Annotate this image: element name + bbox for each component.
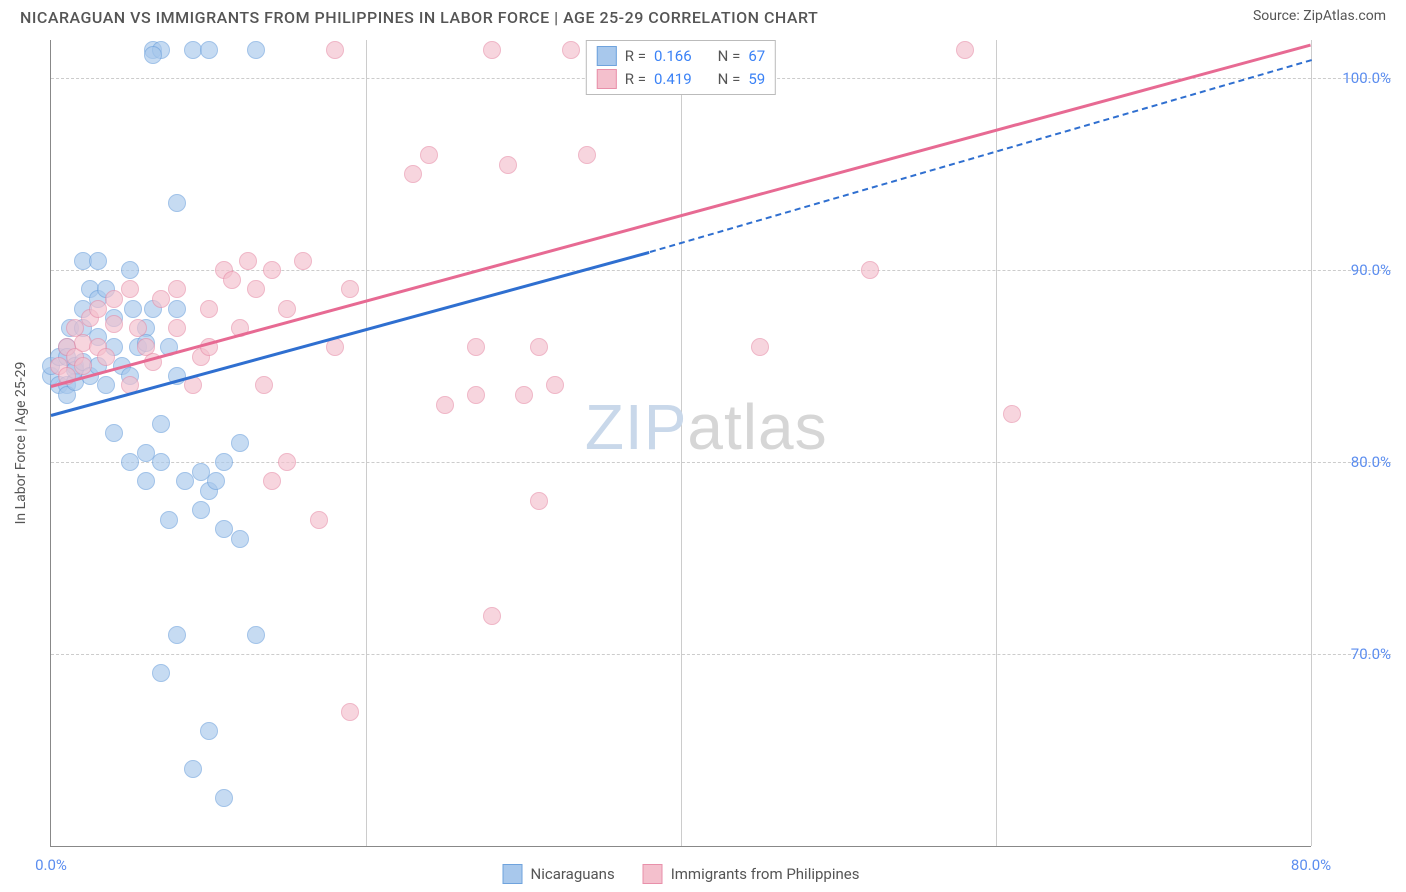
data-point bbox=[467, 386, 485, 404]
data-point bbox=[192, 501, 210, 519]
data-point bbox=[231, 434, 249, 452]
source-label: Source: ZipAtlas.com bbox=[1253, 8, 1386, 24]
data-point bbox=[168, 280, 186, 298]
data-point bbox=[278, 300, 296, 318]
data-point bbox=[310, 511, 328, 529]
data-point bbox=[530, 338, 548, 356]
data-point bbox=[562, 41, 580, 59]
data-point bbox=[861, 261, 879, 279]
data-point bbox=[97, 376, 115, 394]
data-point bbox=[341, 280, 359, 298]
data-point bbox=[200, 41, 218, 59]
y-tick-label: 90.0% bbox=[1321, 261, 1391, 279]
legend-correlation: R = 0.166 N = 67 R = 0.419 N = 59 bbox=[586, 40, 776, 95]
gridline-v bbox=[366, 40, 367, 846]
swatch-series-2 bbox=[597, 69, 617, 89]
swatch-series-1 bbox=[597, 46, 617, 66]
data-point bbox=[467, 338, 485, 356]
chart-plot-area: 70.0%80.0%90.0%100.0%0.0%80.0% ZIPatlas … bbox=[50, 40, 1311, 847]
data-point bbox=[956, 41, 974, 59]
data-point bbox=[152, 290, 170, 308]
y-tick-label: 100.0% bbox=[1321, 69, 1391, 87]
gridline-h bbox=[51, 462, 1391, 463]
legend-row-1: R = 0.166 N = 67 bbox=[597, 45, 765, 68]
data-point bbox=[184, 760, 202, 778]
legend-row-2: R = 0.419 N = 59 bbox=[597, 68, 765, 91]
gridline-h bbox=[51, 654, 1391, 655]
data-point bbox=[1003, 405, 1021, 423]
data-point bbox=[263, 472, 281, 490]
data-point bbox=[137, 444, 155, 462]
data-point bbox=[105, 315, 123, 333]
chart-header: NICARAGUAN VS IMMIGRANTS FROM PHILIPPINE… bbox=[0, 0, 1406, 31]
gridline-h bbox=[51, 270, 1391, 271]
x-tick-label: 80.0% bbox=[1291, 856, 1331, 874]
data-point bbox=[121, 261, 139, 279]
gridline-v bbox=[681, 40, 682, 846]
data-point bbox=[404, 165, 422, 183]
data-point bbox=[160, 511, 178, 529]
gridline-v bbox=[1311, 40, 1312, 846]
swatch-series-2b bbox=[643, 864, 663, 884]
data-point bbox=[168, 319, 186, 337]
data-point bbox=[278, 453, 296, 471]
data-point bbox=[129, 319, 147, 337]
data-point bbox=[168, 626, 186, 644]
legend-item-1: Nicaraguans bbox=[503, 864, 615, 884]
data-point bbox=[223, 271, 241, 289]
data-point bbox=[152, 664, 170, 682]
gridline-v bbox=[996, 40, 997, 846]
data-point bbox=[483, 607, 501, 625]
data-point bbox=[263, 261, 281, 279]
data-point bbox=[89, 300, 107, 318]
y-tick-label: 70.0% bbox=[1321, 645, 1391, 663]
data-point bbox=[89, 252, 107, 270]
legend-series: Nicaraguans Immigrants from Philippines bbox=[503, 864, 860, 884]
data-point bbox=[168, 194, 186, 212]
data-point bbox=[105, 424, 123, 442]
chart-title: NICARAGUAN VS IMMIGRANTS FROM PHILIPPINE… bbox=[20, 8, 818, 27]
data-point bbox=[499, 156, 517, 174]
x-tick-label: 0.0% bbox=[35, 856, 67, 874]
data-point bbox=[207, 472, 225, 490]
data-point bbox=[420, 146, 438, 164]
data-point bbox=[515, 386, 533, 404]
swatch-series-1b bbox=[503, 864, 523, 884]
data-point bbox=[326, 41, 344, 59]
data-point bbox=[137, 472, 155, 490]
data-point bbox=[239, 252, 257, 270]
data-point bbox=[121, 280, 139, 298]
data-point bbox=[215, 789, 233, 807]
data-point bbox=[530, 492, 548, 510]
data-point bbox=[97, 348, 115, 366]
data-point bbox=[231, 530, 249, 548]
data-point bbox=[341, 703, 359, 721]
data-point bbox=[152, 415, 170, 433]
data-point bbox=[215, 453, 233, 471]
data-point bbox=[200, 300, 218, 318]
data-point bbox=[294, 252, 312, 270]
data-point bbox=[121, 453, 139, 471]
data-point bbox=[144, 46, 162, 64]
plot-surface: 70.0%80.0%90.0%100.0%0.0%80.0% bbox=[51, 40, 1311, 846]
data-point bbox=[255, 376, 273, 394]
data-point bbox=[578, 146, 596, 164]
data-point bbox=[168, 300, 186, 318]
data-point bbox=[546, 376, 564, 394]
legend-item-2: Immigrants from Philippines bbox=[643, 864, 860, 884]
data-point bbox=[247, 626, 265, 644]
data-point bbox=[105, 290, 123, 308]
data-point bbox=[74, 357, 92, 375]
data-point bbox=[176, 472, 194, 490]
data-point bbox=[436, 396, 454, 414]
data-point bbox=[751, 338, 769, 356]
data-point bbox=[124, 300, 142, 318]
y-axis-title: In Labor Force | Age 25-29 bbox=[13, 362, 29, 525]
data-point bbox=[247, 41, 265, 59]
data-point bbox=[247, 280, 265, 298]
data-point bbox=[152, 453, 170, 471]
data-point bbox=[200, 722, 218, 740]
data-point bbox=[483, 41, 501, 59]
y-tick-label: 80.0% bbox=[1321, 453, 1391, 471]
